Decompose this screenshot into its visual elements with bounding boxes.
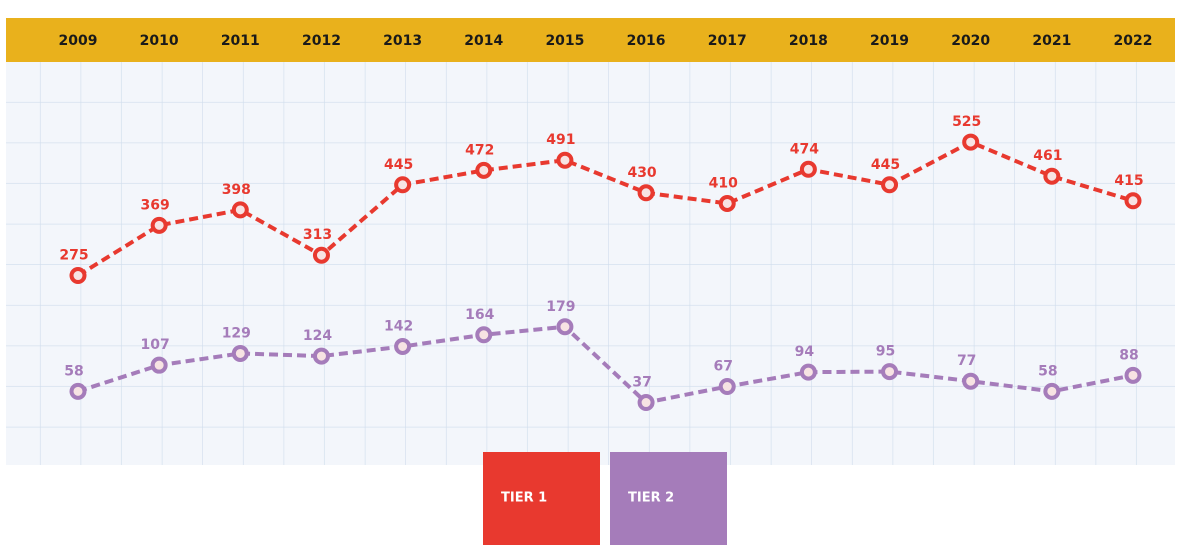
data-label: 472 (465, 142, 494, 158)
data-label: 275 (59, 248, 88, 264)
x-tick-label: 2016 (627, 33, 666, 49)
x-tick-label: 2012 (302, 33, 341, 49)
point (150, 216, 168, 234)
point (1043, 167, 1061, 185)
x-tick-label: 2010 (140, 33, 179, 49)
point (475, 326, 493, 344)
point (718, 194, 736, 212)
point (799, 363, 817, 381)
x-tick-label: 2014 (464, 33, 503, 49)
data-label: 525 (952, 114, 981, 130)
data-label: 415 (1114, 173, 1143, 189)
data-label: 37 (632, 375, 651, 391)
data-label: 129 (222, 325, 251, 341)
data-label: 445 (871, 157, 900, 173)
point (1124, 192, 1142, 210)
x-tick-label: 2018 (789, 33, 828, 49)
point (637, 184, 655, 202)
data-label: 95 (876, 344, 895, 360)
legend-label: TIER 1 (501, 491, 547, 506)
data-label: 107 (141, 337, 170, 353)
data-label: 491 (546, 132, 575, 148)
point (962, 133, 980, 151)
data-label: 164 (465, 307, 494, 323)
x-tick-label: 2015 (545, 33, 584, 49)
x-tick-label: 2009 (59, 33, 98, 49)
point (718, 378, 736, 396)
data-label: 58 (1038, 363, 1057, 379)
point (312, 246, 330, 264)
data-label: 77 (957, 353, 976, 369)
point (1124, 366, 1142, 384)
series-line (77, 324, 1134, 405)
point (394, 338, 412, 356)
data-label: 67 (713, 359, 732, 375)
point (231, 344, 249, 362)
data-label: 474 (790, 141, 819, 157)
point (312, 347, 330, 365)
data-label: 88 (1119, 347, 1138, 363)
point (231, 201, 249, 219)
point (475, 161, 493, 179)
data-label: 461 (1033, 148, 1062, 164)
legend-label: TIER 2 (628, 491, 674, 506)
data-label: 179 (546, 299, 575, 315)
legend-swatch (610, 452, 727, 545)
point (69, 267, 87, 285)
x-tick-label: 2019 (870, 33, 909, 49)
x-tick-label: 2011 (221, 33, 260, 49)
series-line (76, 139, 1134, 278)
x-tick-label: 2017 (708, 33, 747, 49)
data-label: 124 (303, 328, 332, 344)
grid-paper (6, 62, 1175, 465)
x-tick-label: 2020 (951, 33, 990, 49)
point (881, 176, 899, 194)
data-label: 410 (709, 175, 738, 191)
data-label: 313 (303, 227, 332, 243)
point (637, 394, 655, 412)
point (69, 382, 87, 400)
data-label: 398 (222, 182, 251, 198)
data-label: 369 (141, 197, 170, 213)
point (556, 151, 574, 169)
point (556, 318, 574, 336)
point (799, 160, 817, 178)
point (962, 372, 980, 390)
x-tick-label: 2013 (383, 33, 422, 49)
legend-swatch (483, 452, 600, 545)
point (150, 356, 168, 374)
point (1043, 382, 1061, 400)
data-label: 58 (64, 363, 83, 379)
point (881, 363, 899, 381)
data-label: 94 (795, 344, 815, 360)
point (394, 176, 412, 194)
x-tick-label: 2022 (1114, 33, 1153, 49)
x-tick-label: 2021 (1032, 33, 1071, 49)
data-label: 445 (384, 157, 413, 173)
data-label: 142 (384, 319, 413, 335)
data-label: 430 (627, 165, 656, 181)
header-bar (6, 18, 1175, 62)
plot: 2009 2010 2011 2012 2013 2014 2015 2016 2017 2018… (59, 33, 1153, 545)
